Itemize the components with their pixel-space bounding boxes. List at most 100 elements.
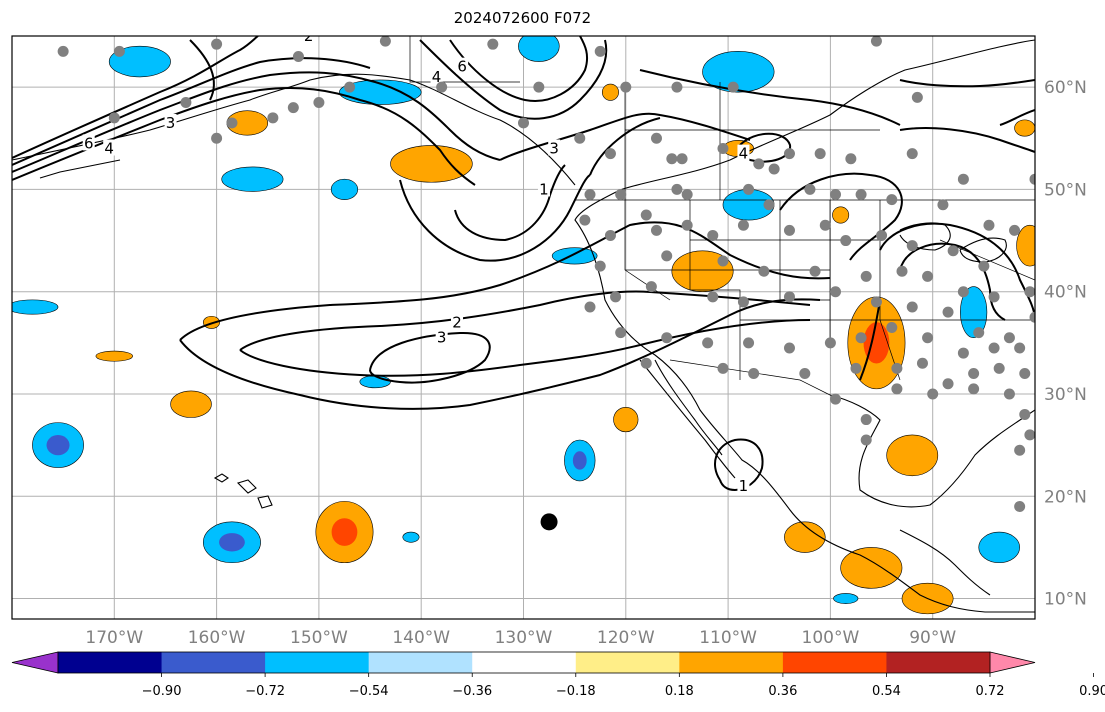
- station-dot: [957, 347, 969, 359]
- station-dot: [707, 229, 719, 241]
- lat-label: 60°N: [1044, 78, 1087, 98]
- anomaly-patch: [359, 375, 391, 389]
- station-dot: [886, 322, 898, 333]
- contour-label-bg: [103, 139, 116, 156]
- contour-label: 4: [432, 68, 442, 86]
- station-dot: [615, 189, 627, 201]
- contour-label: 6: [84, 134, 94, 152]
- station-dot: [988, 342, 1000, 354]
- station-dot: [737, 296, 749, 308]
- station-dot: [860, 434, 872, 446]
- station-dot: [650, 224, 662, 236]
- anomaly-patch: [978, 531, 1020, 564]
- lon-label: 160°W: [188, 628, 246, 648]
- station-dot: [226, 117, 238, 129]
- storm-position-marker: [540, 513, 558, 531]
- colorbar-under-arrow: [11, 651, 59, 674]
- colorbar-tick-label: −0.72: [245, 684, 285, 699]
- station-dot: [379, 36, 391, 47]
- anomaly-patch: [518, 36, 560, 62]
- station-dot: [574, 132, 586, 144]
- colorbar-over-arrow: [989, 651, 1036, 674]
- station-dot: [983, 219, 995, 231]
- station-dot: [942, 306, 954, 318]
- station-dot: [845, 153, 857, 165]
- station-dot: [1024, 429, 1035, 441]
- map-frame: [11, 35, 1036, 620]
- station-dot: [988, 291, 1000, 303]
- station-dot: [615, 327, 627, 339]
- colorbar-frame: [57, 651, 991, 674]
- station-dot: [896, 265, 908, 277]
- anomaly-patch: [170, 390, 212, 418]
- contour-label: 4: [104, 140, 114, 158]
- station-dot: [113, 45, 125, 57]
- station-dot: [671, 81, 683, 93]
- station-dot: [937, 199, 949, 211]
- station-dot: [180, 96, 192, 108]
- anomaly-patch: [840, 547, 903, 589]
- station-dot: [211, 38, 223, 50]
- station-dot: [650, 132, 662, 144]
- contour-label-bg: [1095, 114, 1105, 130]
- station-dot: [978, 260, 990, 272]
- station-dot: [518, 117, 529, 129]
- station-dot: [830, 393, 842, 405]
- colorbar-tick-label: 0.90: [1079, 684, 1105, 699]
- station-dot: [891, 362, 903, 374]
- station-dot: [783, 224, 795, 236]
- station-dot: [830, 286, 842, 298]
- station-dot: [809, 265, 821, 277]
- station-dot: [860, 270, 872, 282]
- lon-label: 110°W: [699, 628, 757, 648]
- station-dot: [830, 189, 842, 201]
- colorbar-segment: [368, 652, 473, 673]
- contour-label: 2: [452, 313, 462, 331]
- station-dot: [1029, 311, 1035, 323]
- lat-label: 50°N: [1044, 180, 1087, 200]
- station-dot: [814, 148, 826, 160]
- station-dot: [666, 153, 678, 165]
- station-dot: [799, 368, 811, 380]
- station-dot: [287, 102, 299, 114]
- contour-label-bg: [302, 36, 315, 43]
- contour-label: 4: [1097, 114, 1105, 132]
- station-dot: [604, 229, 616, 241]
- station-dot: [1019, 368, 1031, 380]
- colorbar-tick-label: −0.36: [452, 684, 492, 699]
- colorbar-segment: [472, 652, 577, 673]
- shaded-anomalies: [12, 36, 1035, 615]
- station-dot: [594, 260, 606, 272]
- station-dot: [1009, 224, 1021, 236]
- station-dot: [313, 96, 325, 108]
- contour-label-bg: [435, 328, 448, 345]
- station-dot: [727, 81, 739, 93]
- station-dot: [584, 301, 596, 313]
- contour-label-bg: [164, 113, 177, 130]
- anomaly-core: [331, 518, 358, 546]
- station-dot: [906, 301, 918, 313]
- coastlines: [12, 39, 1035, 613]
- station-dot: [594, 45, 606, 57]
- contour-label-bg: [537, 180, 550, 197]
- station-dot: [922, 270, 934, 282]
- lat-label: 30°N: [1044, 385, 1087, 405]
- station-dot: [717, 143, 729, 155]
- station-dot: [681, 219, 693, 231]
- station-dot: [211, 132, 223, 144]
- anomaly-patch: [833, 593, 859, 604]
- station-dot: [1045, 41, 1056, 52]
- anomaly-core: [219, 533, 245, 552]
- station-dot: [108, 112, 120, 124]
- map-title: 2024072600 F072: [453, 9, 592, 27]
- station-dot: [968, 383, 980, 395]
- lon-label: 170°W: [85, 628, 143, 648]
- station-dot: [436, 81, 448, 93]
- station-dot: [533, 81, 545, 93]
- anomaly-patch: [832, 206, 850, 224]
- colorbar-tick-label: 0.72: [976, 684, 1005, 699]
- station-dot: [968, 368, 980, 380]
- station-dot: [804, 183, 816, 195]
- station-dot: [748, 368, 760, 380]
